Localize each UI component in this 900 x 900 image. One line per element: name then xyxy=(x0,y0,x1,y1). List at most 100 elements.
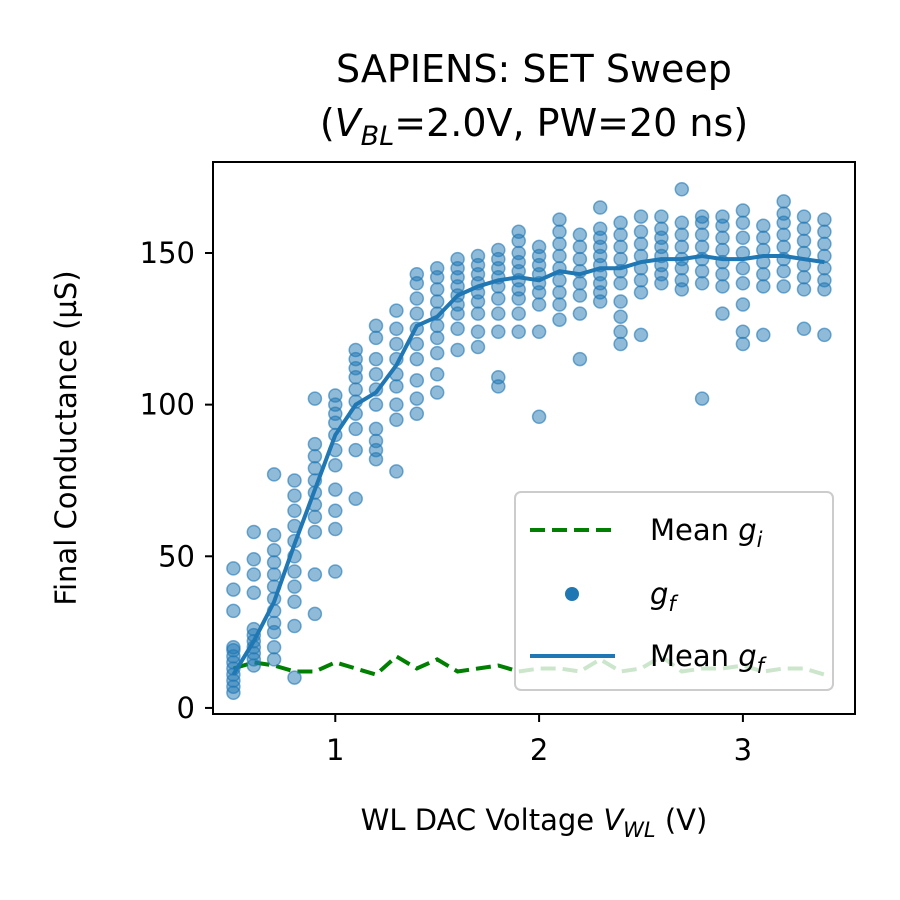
gf-point xyxy=(368,397,384,412)
gf-point xyxy=(246,567,262,582)
gf-point xyxy=(246,585,262,600)
legend-label-mean_gi: Mean gi xyxy=(650,513,763,552)
gf-point xyxy=(368,367,384,382)
gf-point xyxy=(368,330,384,346)
gf-point xyxy=(491,291,506,306)
gf-point xyxy=(552,212,567,227)
gf-point xyxy=(552,285,567,300)
gf-point xyxy=(409,266,425,282)
gf-point xyxy=(633,224,649,240)
gf-point xyxy=(776,206,791,221)
x-tick-label: 2 xyxy=(530,733,548,767)
gf-point xyxy=(368,318,384,334)
gf-point xyxy=(246,552,262,567)
gf-point xyxy=(613,227,628,243)
series-layer xyxy=(226,182,832,701)
gf-point xyxy=(613,215,628,230)
axes-frame xyxy=(212,161,856,715)
gf-point xyxy=(674,273,690,288)
gf-point xyxy=(287,564,302,579)
gf-point xyxy=(429,330,445,346)
gf-point xyxy=(817,327,832,343)
gf-point xyxy=(735,336,751,352)
gf-point xyxy=(389,412,404,428)
gf-point xyxy=(409,406,425,421)
gf-point xyxy=(776,239,791,255)
gf-point xyxy=(307,391,323,406)
gf-point xyxy=(429,367,445,382)
gf-point xyxy=(572,276,588,291)
gf-point xyxy=(613,336,628,352)
gf-point xyxy=(572,288,588,303)
legend-box xyxy=(514,491,834,691)
gf-point xyxy=(287,618,302,634)
gf-point xyxy=(756,266,771,282)
gf-point xyxy=(613,324,628,340)
y-axis-label: Final Conductance (µS) xyxy=(49,270,83,605)
gf-point xyxy=(694,276,710,291)
gf-point xyxy=(633,209,649,224)
gf-point xyxy=(226,582,241,597)
gf-point xyxy=(470,306,486,321)
gf-point xyxy=(328,564,343,579)
gf-point xyxy=(756,230,771,246)
gf-point xyxy=(491,324,506,340)
gf-point xyxy=(715,266,730,282)
gf-point xyxy=(796,282,812,297)
gf-point xyxy=(633,273,649,288)
gf-point xyxy=(776,194,791,209)
gf-point xyxy=(613,251,628,267)
gf-point xyxy=(776,227,791,243)
gf-point xyxy=(715,230,730,246)
gf-point xyxy=(307,436,323,452)
gf-point xyxy=(633,327,649,343)
gf-point xyxy=(715,209,730,224)
gf-point xyxy=(654,221,669,236)
gf-point xyxy=(266,467,282,482)
chart-title-line2: (VBL=2.0V, PW=20 ns) xyxy=(320,101,748,152)
gf-point xyxy=(613,294,628,309)
gf-point xyxy=(389,397,404,412)
gf-point xyxy=(429,282,445,297)
gf-point xyxy=(348,342,363,358)
gf-point xyxy=(246,524,262,540)
gf-point xyxy=(796,221,812,236)
gf-point xyxy=(409,291,425,306)
gf-point xyxy=(307,524,323,540)
gf-point xyxy=(817,224,832,240)
gf-point xyxy=(307,567,323,582)
gf-point xyxy=(674,239,690,255)
gf-point xyxy=(694,209,710,224)
gf-point xyxy=(450,342,465,358)
gf-point xyxy=(531,324,547,340)
gf-point xyxy=(776,279,791,294)
gf-point xyxy=(389,379,404,394)
gf-point xyxy=(694,263,710,279)
series-mean-gf-line xyxy=(231,253,825,676)
gf-point xyxy=(287,488,302,503)
gf-point xyxy=(328,482,343,497)
gf-point xyxy=(287,670,302,685)
gf-point xyxy=(266,640,282,655)
gf-point xyxy=(572,227,588,243)
gf-point xyxy=(654,209,669,224)
gf-point xyxy=(735,203,751,218)
gf-point xyxy=(735,324,751,340)
y-tick-label: 100 xyxy=(140,388,195,422)
gf-point xyxy=(328,388,343,403)
gf-point xyxy=(715,306,730,321)
plot-area xyxy=(212,161,856,715)
gf-point xyxy=(552,224,567,240)
gf-point xyxy=(511,245,526,261)
legend-gf-marker xyxy=(565,587,579,601)
gf-point xyxy=(511,306,526,321)
gf-point xyxy=(266,527,282,543)
gf-point xyxy=(633,285,649,300)
gf-point xyxy=(776,263,791,279)
gf-point xyxy=(266,652,282,667)
gf-point xyxy=(552,273,567,288)
gf-point xyxy=(470,339,486,355)
gf-point xyxy=(368,433,384,449)
gf-point xyxy=(389,321,404,337)
